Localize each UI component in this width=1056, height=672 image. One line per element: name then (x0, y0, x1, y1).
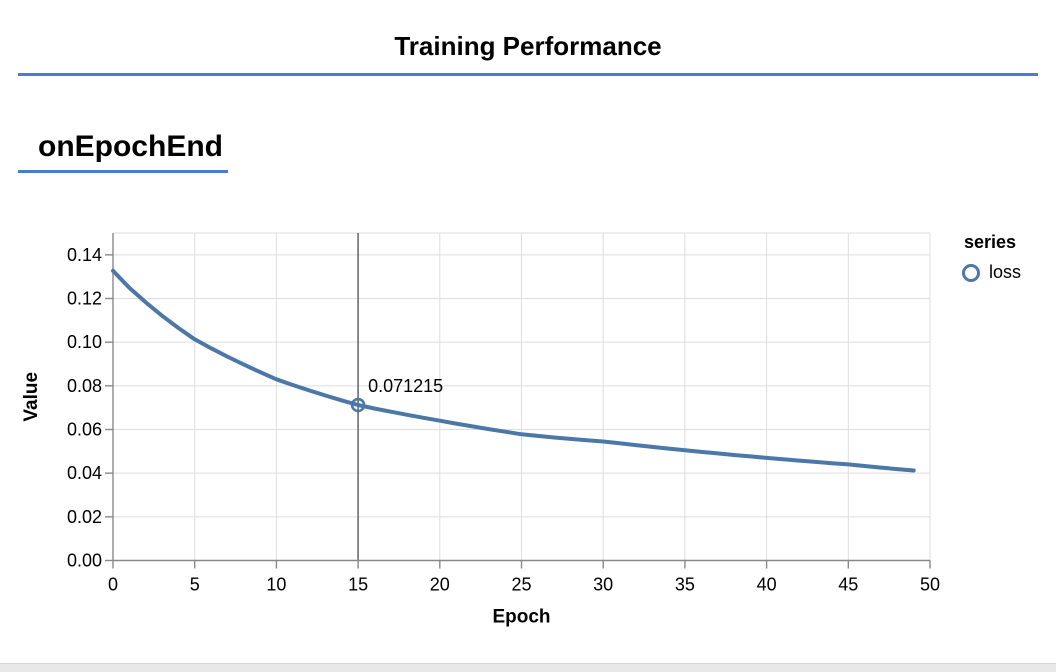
x-tick-label: 0 (108, 575, 118, 595)
x-tick-label: 40 (757, 575, 777, 595)
y-axis-title: Value (21, 372, 42, 422)
y-tick-label: 0.00 (67, 551, 102, 571)
x-tick-label: 10 (266, 575, 286, 595)
loss-series-circle-icon (962, 263, 980, 282)
y-tick-label: 0.04 (67, 463, 102, 483)
section-divider (18, 170, 228, 173)
x-tick-label: 25 (511, 575, 531, 595)
chart-legend: series loss (962, 232, 1054, 283)
y-tick-label: 0.08 (67, 376, 102, 396)
legend-title: series (964, 232, 1017, 252)
x-tick-label: 15 (348, 575, 368, 595)
x-axis-title: Epoch (492, 607, 550, 628)
x-tick-label: 45 (838, 575, 858, 595)
page-bottom-edge (0, 663, 1056, 672)
x-tick-label: 20 (430, 575, 450, 595)
x-tick-label: 5 (190, 575, 200, 595)
x-tick-label: 35 (675, 575, 695, 595)
y-tick-label: 0.02 (67, 507, 102, 527)
legend-item-loss: loss (962, 262, 1054, 283)
page-title: Training Performance (394, 31, 662, 61)
y-tick-label: 0.14 (67, 245, 102, 265)
y-tick-label: 0.06 (67, 420, 102, 440)
x-tick-label: 30 (593, 575, 613, 595)
highlight-point-marker (350, 397, 366, 413)
loss-line (111, 268, 916, 473)
x-tick-label: 50 (920, 575, 940, 595)
section-label: onEpochEnd (38, 130, 223, 163)
tooltip-value-label: 0.071215 (368, 376, 443, 396)
title-divider (18, 73, 1038, 76)
legend-item-label: loss (989, 262, 1022, 282)
y-tick-label: 0.12 (67, 289, 102, 309)
y-tick-label: 0.10 (67, 332, 102, 352)
